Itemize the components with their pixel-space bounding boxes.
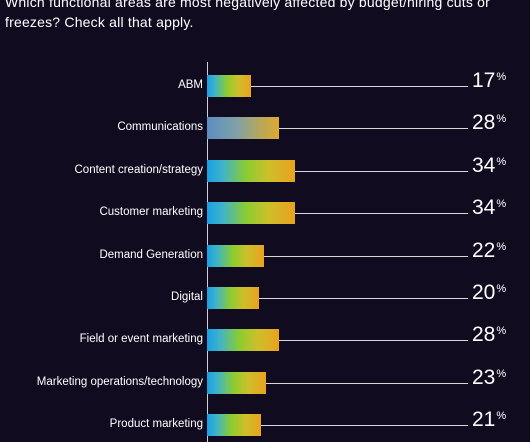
bar xyxy=(207,117,280,140)
bar-row: Content creation/strategy 34% xyxy=(0,154,530,184)
category-label: Communications xyxy=(117,121,203,134)
value-number: 28 xyxy=(472,111,496,135)
value-number: 21 xyxy=(472,408,496,432)
percent-sign: % xyxy=(496,155,507,168)
percent-sign: % xyxy=(496,71,507,83)
leader-line xyxy=(258,298,468,299)
bar xyxy=(207,202,295,225)
value-label: 20% xyxy=(472,281,506,305)
leader-line xyxy=(279,340,468,342)
category-label: Field or event marketing xyxy=(79,333,203,346)
percent-sign: % xyxy=(496,240,507,253)
category-label: Content creation/strategy xyxy=(74,163,204,176)
percent-sign: % xyxy=(496,283,507,295)
category-label: Demand Generation xyxy=(99,248,203,261)
bar-row: ABM 17% xyxy=(0,69,530,99)
leader-line xyxy=(294,213,468,215)
value-label: 28% xyxy=(472,323,506,347)
bar xyxy=(207,75,251,97)
percent-sign: % xyxy=(496,113,507,126)
leader-line xyxy=(266,382,468,384)
leader-line xyxy=(294,170,468,172)
leader-line xyxy=(250,86,468,87)
bar xyxy=(207,371,267,394)
bar xyxy=(207,244,264,267)
category-label: Digital xyxy=(171,291,203,303)
category-label: Marketing operations/technology xyxy=(36,375,203,388)
value-label: 23% xyxy=(472,366,506,390)
bar-row: Marketing operations/technology 23% xyxy=(0,366,530,396)
bar-row: Digital 20% xyxy=(0,281,530,311)
percent-sign: % xyxy=(496,198,507,211)
leader-line xyxy=(261,425,468,427)
value-label: 17% xyxy=(472,69,506,93)
bar-row: Field or event marketing 28% xyxy=(0,323,530,353)
leader-line xyxy=(279,128,468,130)
value-number: 34 xyxy=(472,153,496,177)
percent-sign: % xyxy=(496,325,507,338)
value-label: 34% xyxy=(472,154,506,178)
bar xyxy=(207,329,280,352)
value-number: 17 xyxy=(472,69,496,92)
value-label: 21% xyxy=(472,408,506,432)
value-number: 23 xyxy=(472,365,496,389)
bar xyxy=(207,159,295,182)
leader-line xyxy=(263,255,468,257)
bar-row: Demand Generation 22% xyxy=(0,239,530,269)
bar-row: Customer marketing 34% xyxy=(0,196,530,226)
bar-row: Communications 28% xyxy=(0,111,530,141)
value-label: 34% xyxy=(472,196,506,220)
value-number: 28 xyxy=(472,323,496,347)
bar xyxy=(207,414,262,437)
percent-sign: % xyxy=(496,410,507,423)
value-number: 22 xyxy=(472,238,496,262)
percent-sign: % xyxy=(496,367,507,380)
bar-row: Product marketing 21% xyxy=(0,408,530,438)
category-label: Customer marketing xyxy=(99,206,203,219)
value-number: 34 xyxy=(472,196,496,220)
value-label: 28% xyxy=(472,111,506,135)
value-label: 22% xyxy=(472,239,506,263)
value-number: 20 xyxy=(472,281,496,304)
category-label: Product marketing xyxy=(109,418,203,431)
bar xyxy=(207,287,259,309)
question-text: Which functional areas are most negative… xyxy=(5,0,490,30)
category-label: ABM xyxy=(178,79,203,91)
